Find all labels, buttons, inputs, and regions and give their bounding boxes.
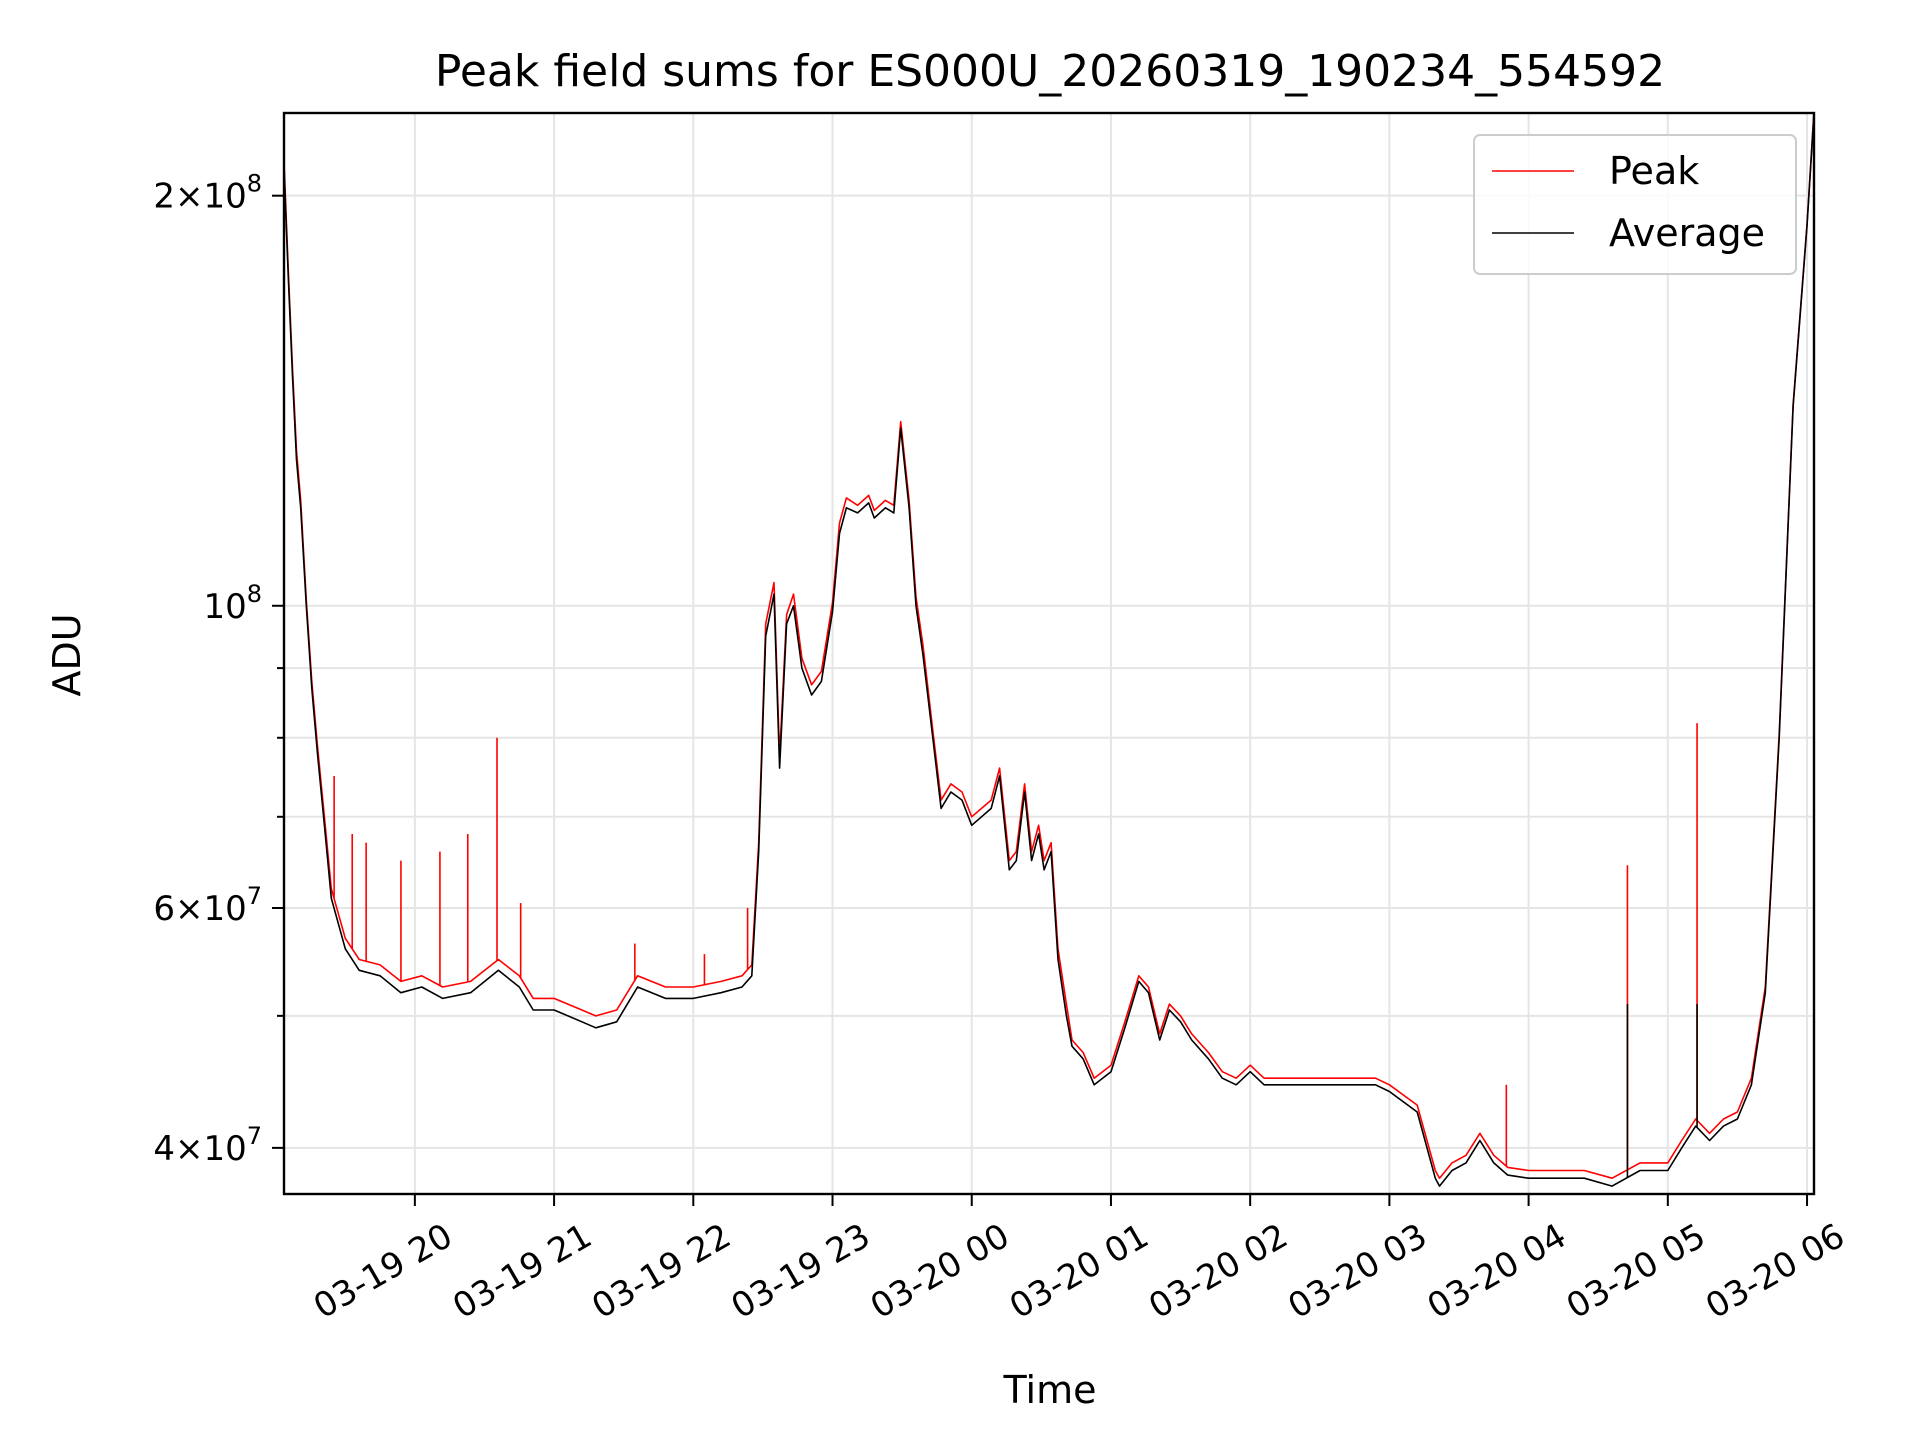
chart-title: Peak field sums for ES000U_20260319_1902… [435, 46, 1665, 97]
legend-peak-label: Peak [1609, 149, 1699, 193]
plot-frame [282, 111, 1816, 1196]
y-tick-label: 4×107 [153, 1122, 262, 1169]
x-axis-label: Time [1003, 1368, 1097, 1412]
legend: Peak Average [1473, 134, 1797, 275]
series-line-average [284, 113, 1814, 1187]
y-axis: 4×107 6×107 108 2×108 [153, 170, 284, 1169]
legend-average-label: Average [1609, 211, 1765, 255]
y-axis-label: ADU [45, 613, 89, 696]
y-tick-label: 2×108 [153, 170, 262, 217]
series-line-peak [284, 113, 1814, 1179]
legend-box [1473, 134, 1797, 275]
grid [284, 113, 1814, 1194]
series-layer [284, 113, 1814, 1187]
y-tick-label: 6×107 [153, 882, 262, 929]
y-tick-label: 108 [203, 580, 262, 627]
